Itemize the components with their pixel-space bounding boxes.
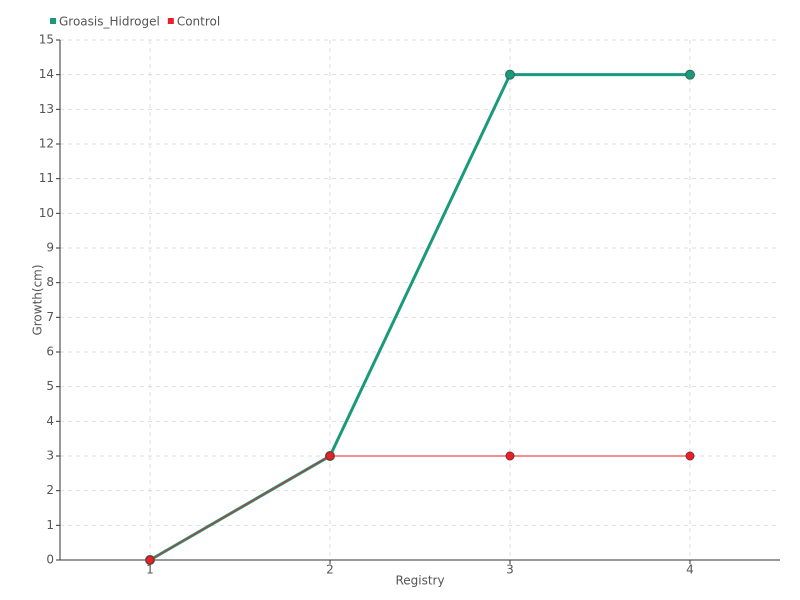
y-tick-label: 2 xyxy=(46,483,54,497)
legend-label: Control xyxy=(177,15,220,29)
data-point xyxy=(685,69,695,80)
y-tick-label: 9 xyxy=(46,241,54,255)
data-point xyxy=(325,451,335,461)
data-point xyxy=(685,451,695,461)
data-point xyxy=(145,555,155,565)
legend-swatch xyxy=(167,18,174,24)
y-tick-label: 12 xyxy=(39,137,54,151)
data-point xyxy=(505,69,515,80)
y-tick-label: 14 xyxy=(39,67,54,81)
y-tick-label: 4 xyxy=(46,414,54,428)
y-tick-label: 5 xyxy=(46,379,54,393)
x-tick-label: 2 xyxy=(326,563,334,577)
y-tick-label: 10 xyxy=(39,206,54,220)
legend-swatch xyxy=(50,18,56,24)
y-tick-label: 1 xyxy=(46,518,54,532)
y-tick-label: 6 xyxy=(46,345,54,359)
y-axis-label: Growth(cm) xyxy=(31,264,45,335)
x-tick-label: 4 xyxy=(686,563,694,577)
data-point xyxy=(505,451,515,461)
y-tick-label: 13 xyxy=(39,102,54,116)
y-tick-label: 8 xyxy=(46,275,54,289)
y-tick-label: 3 xyxy=(46,449,54,463)
series-line xyxy=(149,455,690,561)
y-tick-label: 15 xyxy=(39,33,54,47)
legend-label: Groasis_Hidrogel xyxy=(59,15,160,29)
x-tick-label: 3 xyxy=(506,563,514,577)
x-axis-label: Registry xyxy=(395,574,444,588)
y-tick-label: 7 xyxy=(46,310,54,324)
y-tick-label: 11 xyxy=(39,171,54,185)
y-tick-label: 0 xyxy=(46,553,54,567)
x-tick-label: 1 xyxy=(146,563,154,577)
